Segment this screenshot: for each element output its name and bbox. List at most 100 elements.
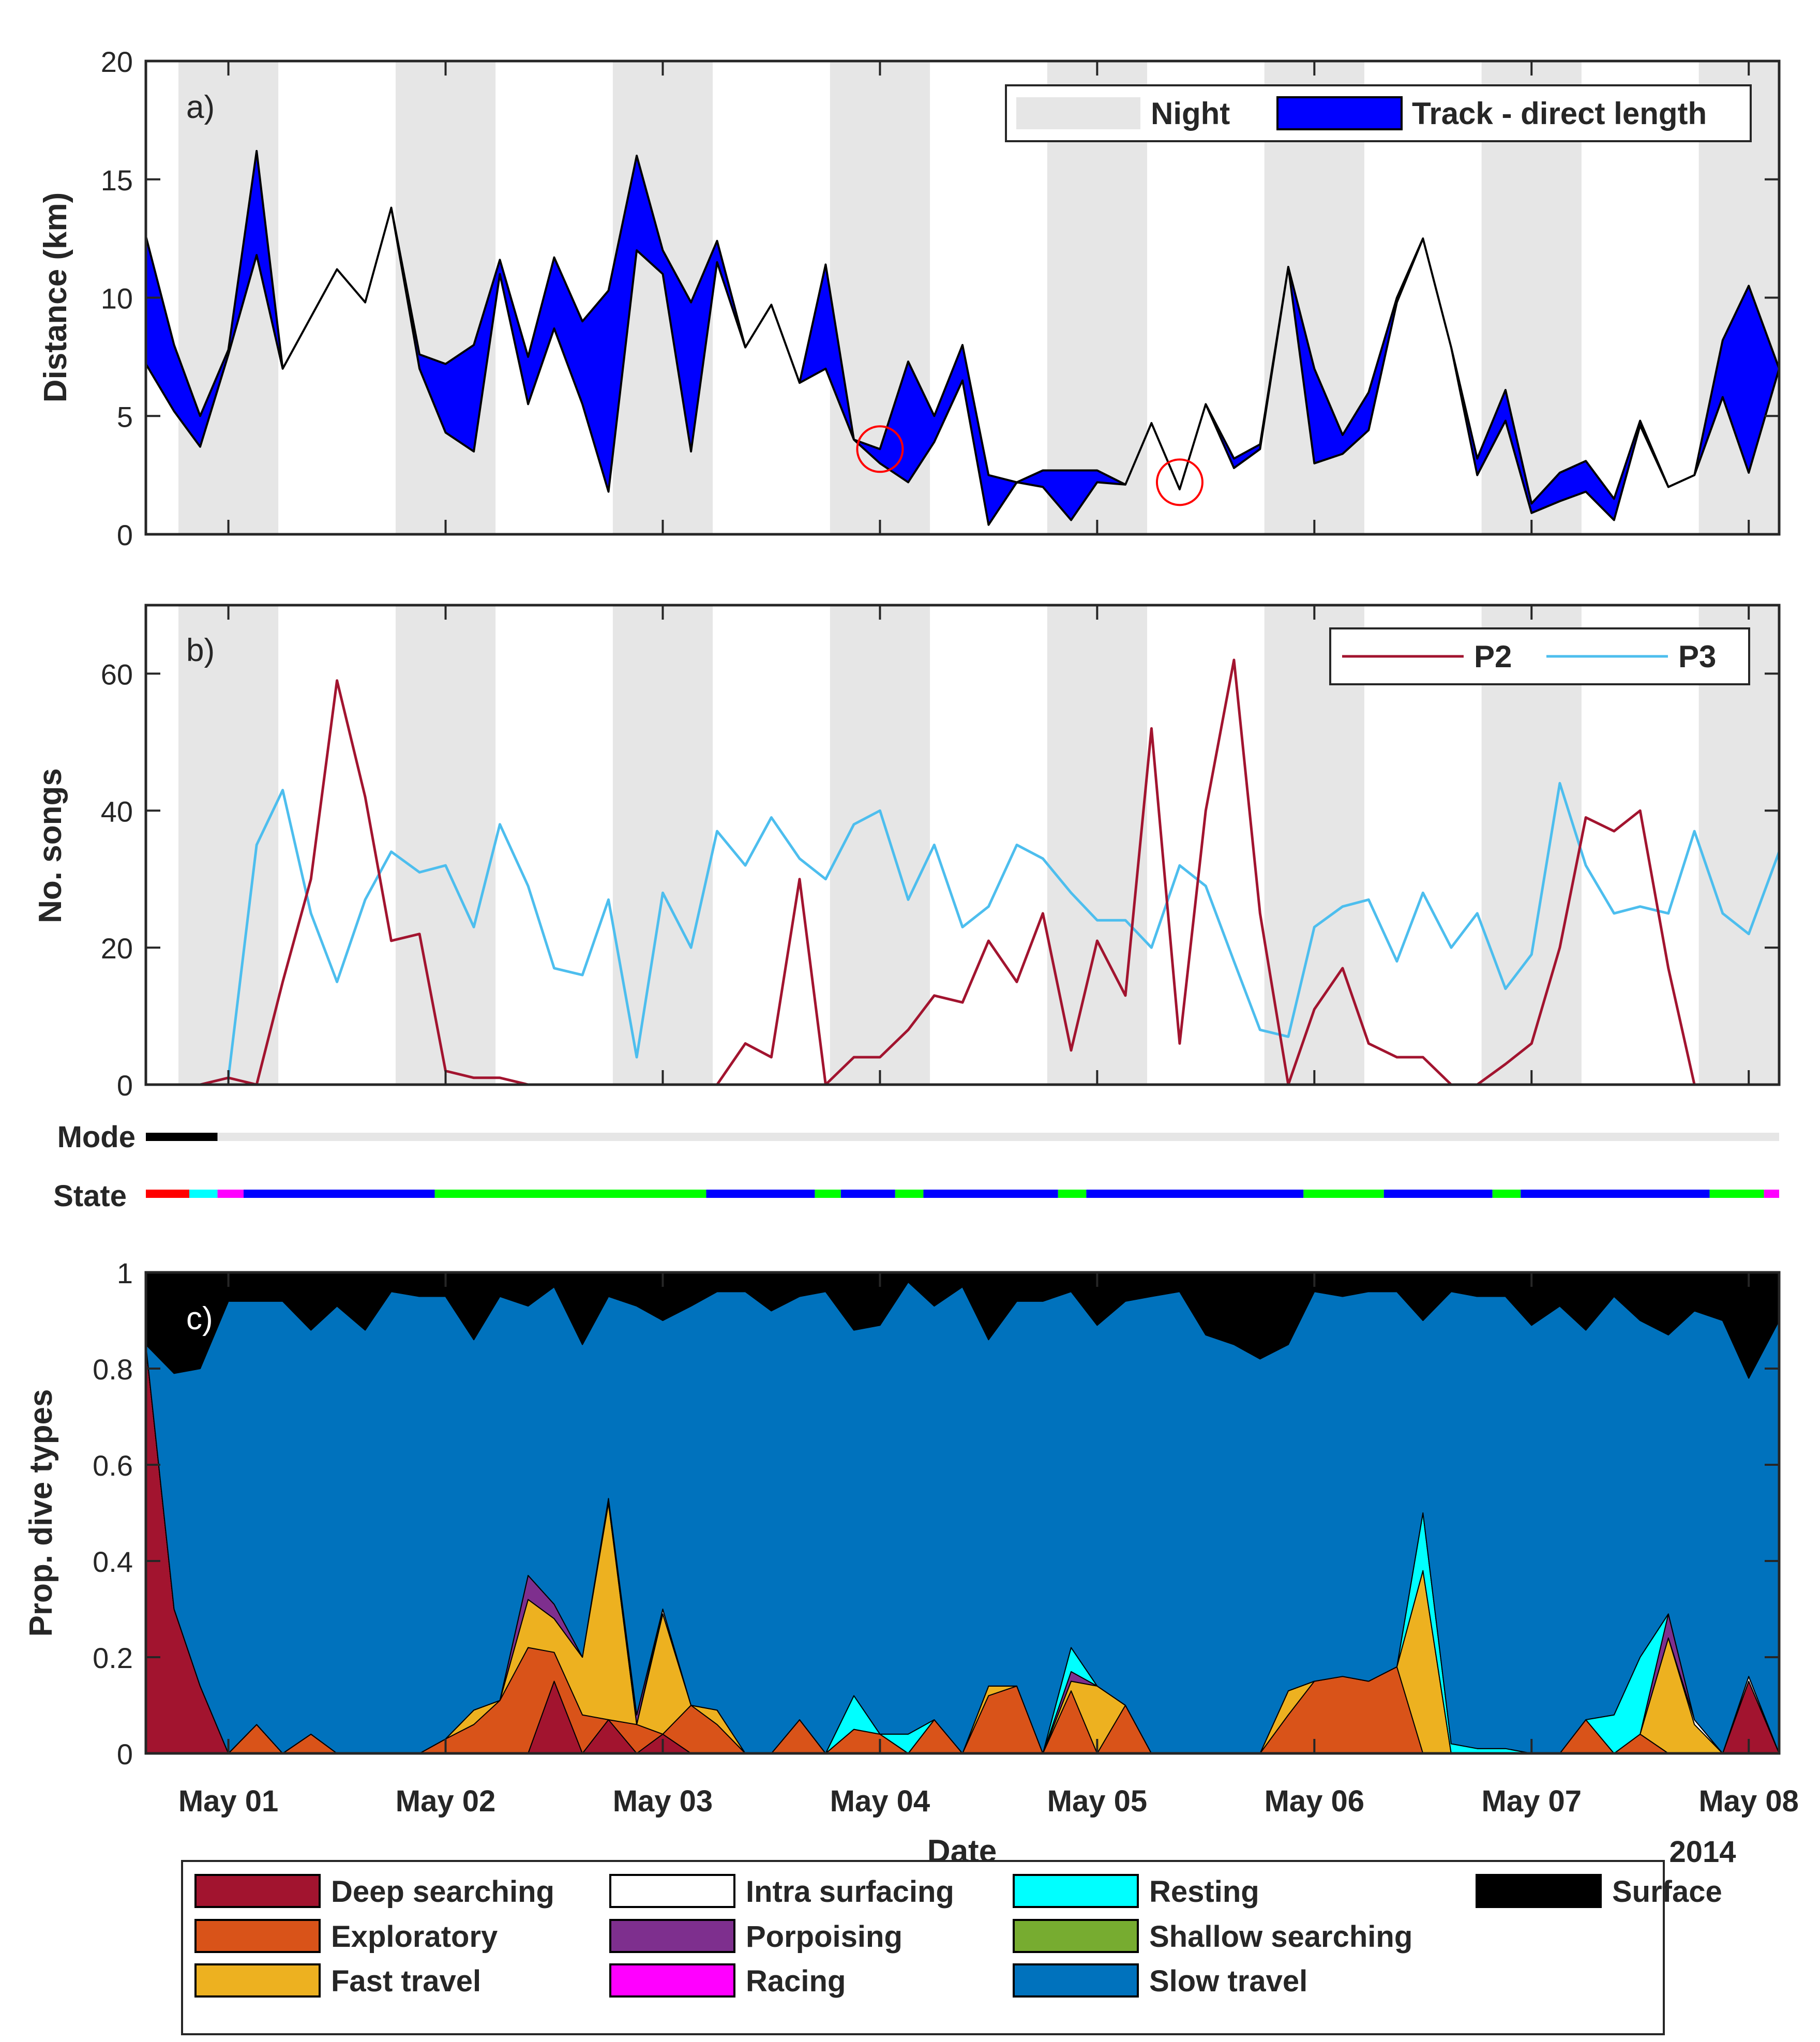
legend-label-exploratory: Exploratory: [331, 1920, 498, 1954]
y-axis-a: 0 5 10 15 20: [101, 46, 1779, 551]
y-axis-label-b: No. songs: [33, 768, 68, 923]
y-tick-label-c: 0.8: [93, 1353, 133, 1386]
y-tick-label-c: 0.2: [93, 1642, 133, 1674]
legend-label-fast-travel: Fast travel: [331, 1964, 481, 1998]
y-tick-label-c: 0.4: [93, 1545, 133, 1578]
y-tick-label-c: 1: [117, 1257, 133, 1289]
mode-segment-1: [217, 1133, 1779, 1141]
mode-label: Mode: [57, 1120, 136, 1154]
legend-label-surface: Surface: [1612, 1875, 1722, 1909]
x-ticks-b: [227, 605, 1750, 1085]
legend-swatch-slow-travel: [1013, 1963, 1139, 1998]
legend-dive-types: Deep searching Intra surfacing Resting Surf…: [181, 1860, 1722, 2035]
mode-segments: [146, 1133, 1779, 1141]
legend-b: P2 P3: [1329, 627, 1750, 685]
x-tick-label: May 03: [613, 1784, 713, 1818]
legend-label-racing: Racing: [746, 1964, 846, 1998]
legend-swatch-racing: [609, 1963, 735, 1998]
night-band-a-0: [178, 61, 279, 534]
y-tick-label-a: 15: [101, 164, 133, 197]
legend-swatch-porpoising: [609, 1919, 735, 1953]
panel-c-dive-types: 00.20.40.60.81 May 01 May 02 May 03 May 04 M…: [23, 1257, 1799, 1869]
state-label: State: [53, 1179, 127, 1213]
legend-swatch-exploratory: [194, 1919, 321, 1953]
state-segment-8: [895, 1190, 924, 1198]
line-p2: [146, 658, 1779, 1086]
mode-bar: Mode: [57, 1120, 1779, 1154]
panel-a-track-distance: 0 5 10 15 20 a) Distance (km) Night Track - …: [38, 46, 1781, 551]
panel-label-b: b): [186, 633, 215, 668]
legend-label-slow-travel: Slow travel: [1149, 1964, 1307, 1998]
legend-swatch-fast-travel: [194, 1963, 321, 1998]
highlight-circle-0: [856, 425, 904, 473]
state-segment-17: [1764, 1190, 1779, 1198]
state-segment-4: [434, 1190, 706, 1198]
legend-p3-label: P3: [1678, 639, 1716, 674]
night-band-a-1: [395, 61, 496, 534]
state-segment-1: [189, 1190, 218, 1198]
track-direct-band: [145, 149, 1780, 526]
legend-swatch-surface: [1476, 1874, 1602, 1908]
state-segment-13: [1383, 1190, 1493, 1198]
song-lines-b: [146, 658, 1781, 1086]
y-tick-label-c: 0.6: [93, 1449, 133, 1482]
legend-swatch-resting: [1013, 1874, 1139, 1908]
state-segment-3: [243, 1190, 435, 1198]
y-axis-label-c: Prop. dive types: [23, 1389, 59, 1637]
state-segment-12: [1303, 1190, 1384, 1198]
y-tick-label-b: 20: [101, 932, 133, 965]
night-band-b-3: [830, 605, 930, 1085]
x-tick-label: May 04: [830, 1784, 930, 1818]
panel-b-songs: 0 20 40 60 b) No. songs P2 P3: [33, 604, 1781, 1102]
state-segment-10: [1058, 1190, 1087, 1198]
legend-p2-label: P2: [1474, 639, 1512, 674]
y-axis-label-a: Distance (km): [38, 192, 73, 403]
x-axis-c: May 01 May 02 May 03 May 04 May 05 May 06 May …: [178, 1272, 1799, 1818]
y-tick-label-b: 0: [117, 1069, 133, 1102]
state-segments: [146, 1190, 1779, 1198]
x-tick-label: May 02: [396, 1784, 495, 1818]
state-segment-2: [217, 1190, 244, 1198]
panel-label-c: c): [186, 1301, 213, 1337]
legend-box-c: [181, 1860, 1665, 2035]
y-axis-b: 0 20 40 60: [101, 658, 1779, 1102]
x-tick-label: May 06: [1265, 1784, 1364, 1818]
y-axis-c: 0 0.2 0.4 0.6 0.8 1: [93, 1257, 1779, 1770]
legend-track-label: Track - direct length: [1412, 96, 1707, 131]
state-segment-15: [1521, 1190, 1710, 1198]
y-tick-label-b: 60: [101, 658, 133, 690]
night-band-b-1: [395, 605, 496, 1085]
x-tick-label: May 07: [1482, 1784, 1582, 1818]
panel-label-a: a): [186, 89, 215, 125]
legend-label-shallow-searching: Shallow searching: [1149, 1920, 1412, 1954]
night-band-b-4: [1047, 605, 1147, 1085]
legend-label-resting: Resting: [1149, 1875, 1259, 1909]
line-p3: [146, 782, 1781, 1086]
x-tick-label: May 05: [1047, 1784, 1147, 1818]
state-segment-16: [1709, 1190, 1764, 1198]
y-tick-label-a: 10: [101, 282, 133, 315]
x-ticks-a: [227, 61, 1750, 534]
legend-track-swatch: [1276, 96, 1403, 130]
x-axis-year-label: 2014: [1669, 1835, 1736, 1869]
state-segment-5: [706, 1190, 815, 1198]
track-area-a: [145, 149, 1780, 526]
legend-a: Night Track - direct length: [1005, 84, 1752, 142]
state-segment-6: [815, 1190, 841, 1198]
x-tick-label: May 08: [1698, 1784, 1798, 1818]
legend-label-porpoising: Porpoising: [746, 1920, 903, 1954]
legend-swatch-deep-searching: [194, 1874, 321, 1908]
legend-label-deep-searching: Deep searching: [331, 1875, 554, 1909]
legend-night-label: Night: [1151, 96, 1230, 131]
area-slow-travel: [145, 1281, 1780, 1754]
night-band-b-2: [612, 605, 713, 1085]
y-tick-label-a: 20: [101, 46, 133, 78]
y-tick-label-b: 40: [101, 795, 133, 828]
y-tick-label-a: 0: [117, 519, 133, 551]
mode-segment-0: [146, 1133, 218, 1141]
legend-label-intra-surfacing: Intra surfacing: [746, 1875, 954, 1909]
legend-night-swatch: [1016, 97, 1140, 129]
state-segment-9: [923, 1190, 1058, 1198]
state-segment-7: [840, 1190, 895, 1198]
